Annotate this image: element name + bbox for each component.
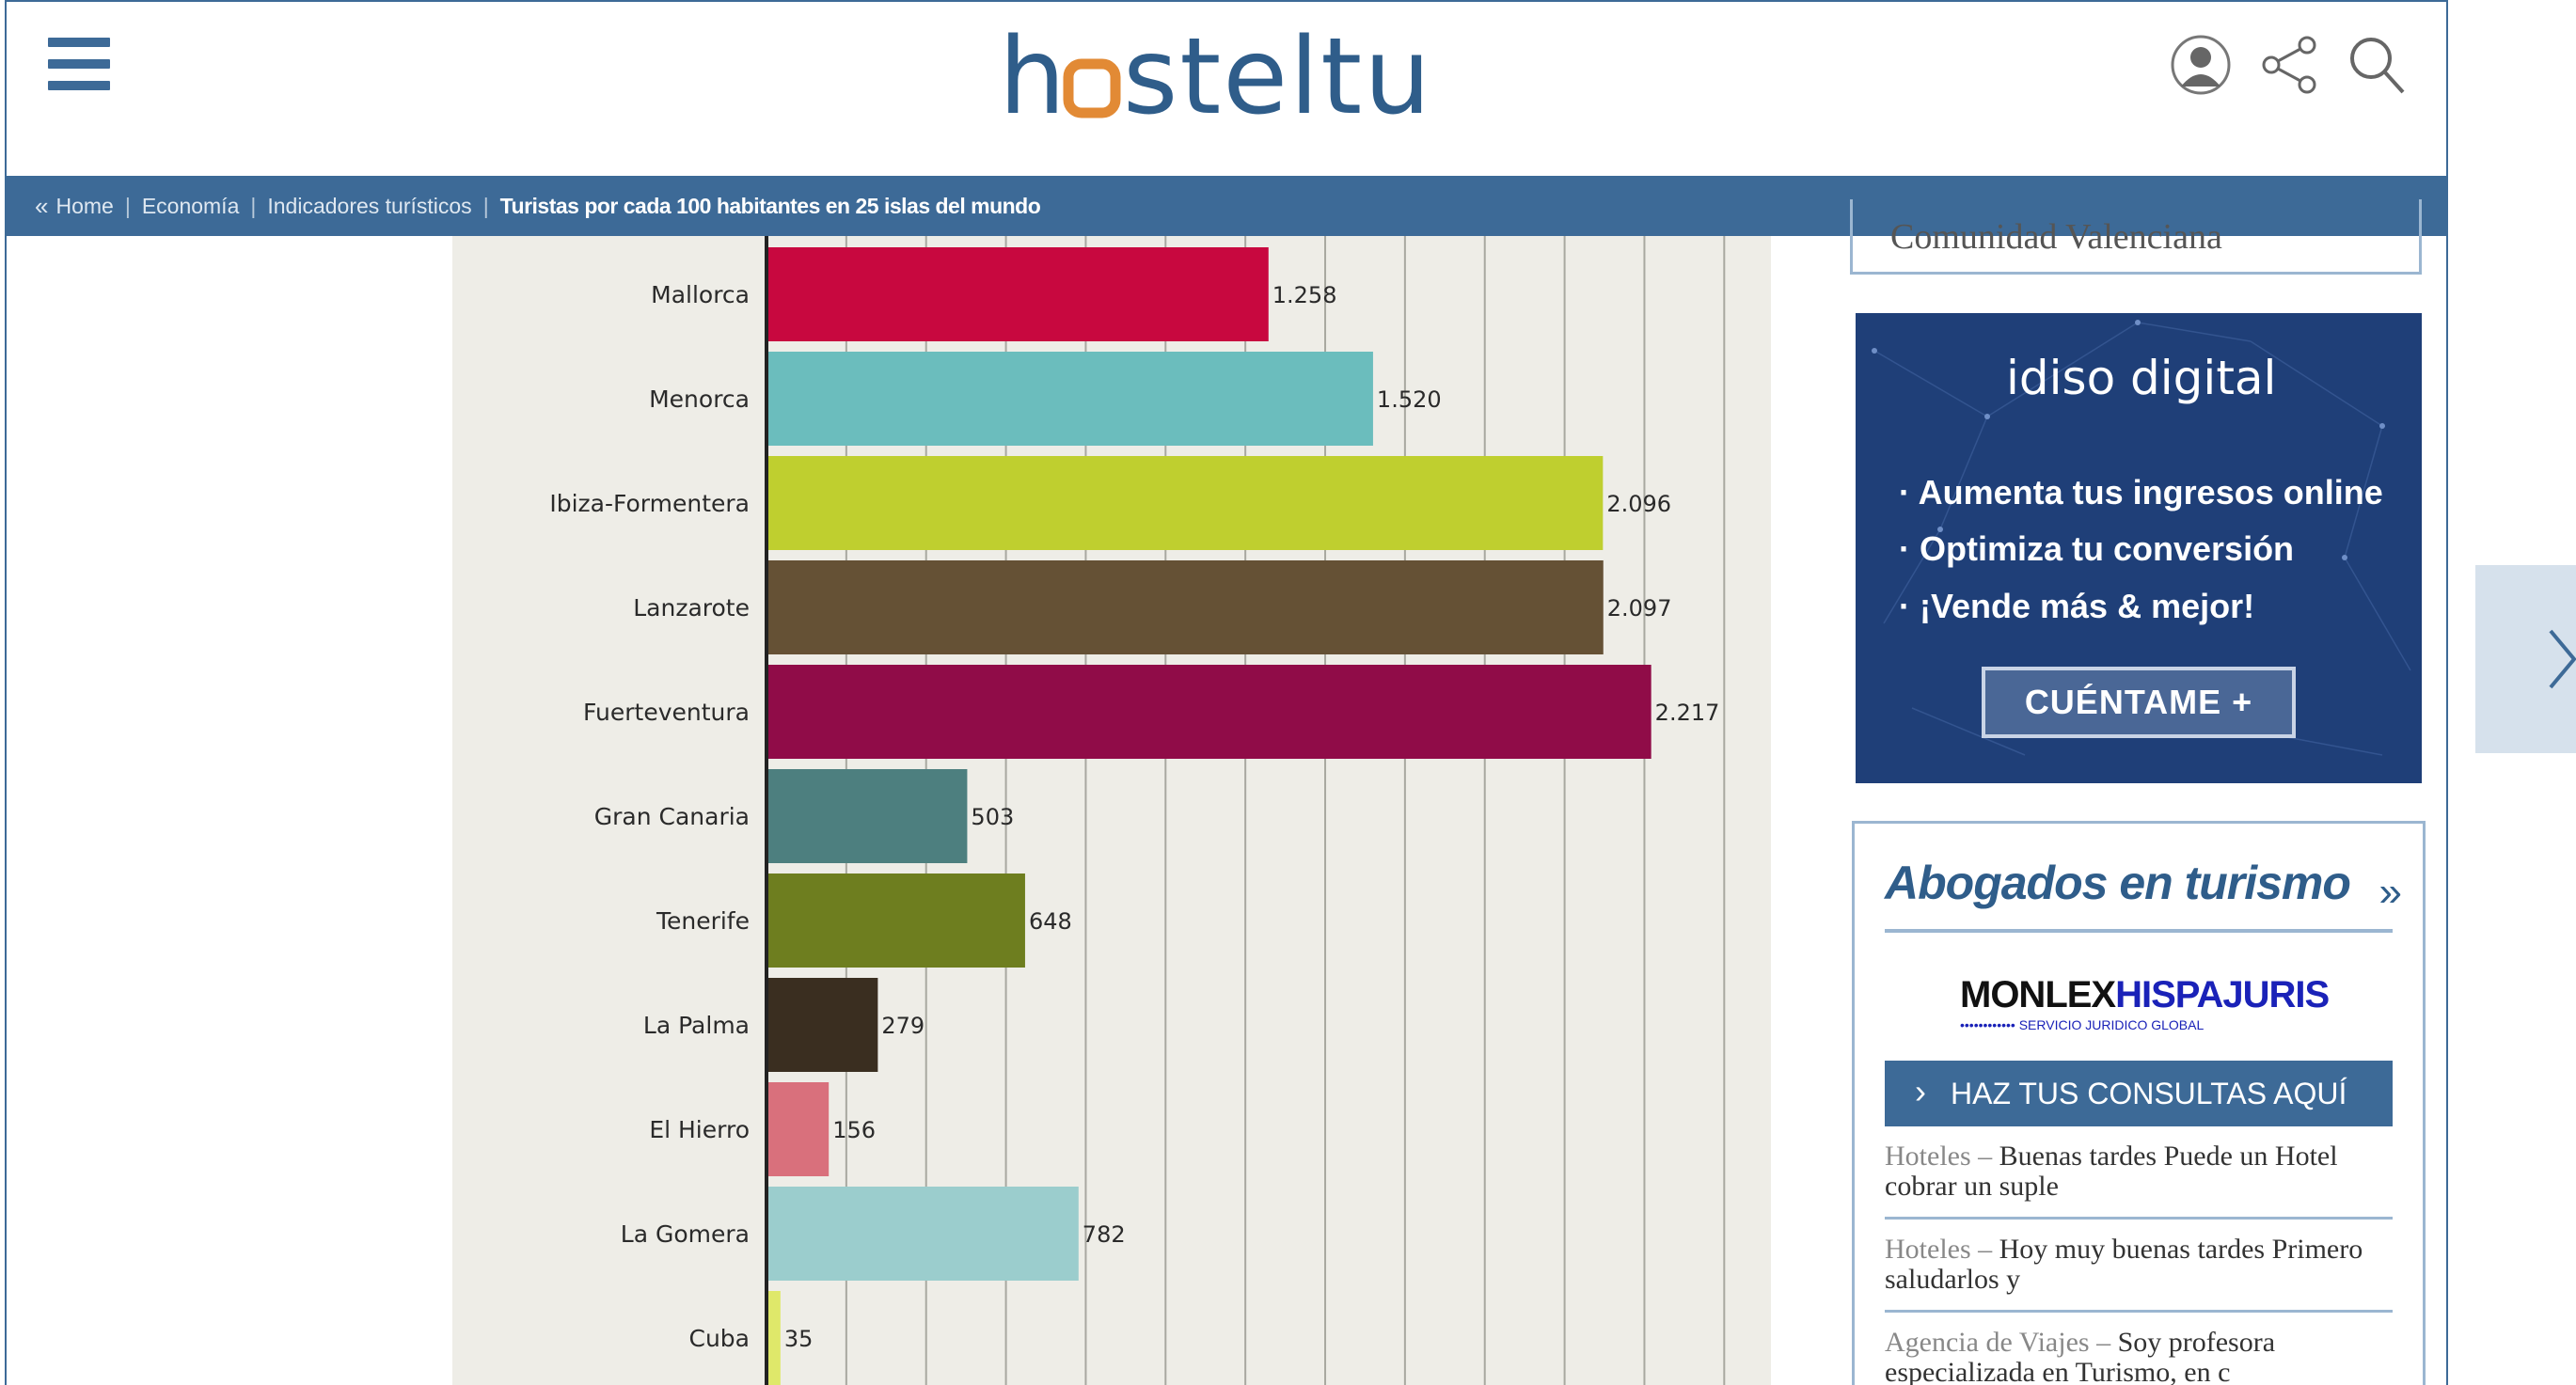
divider (1885, 1217, 2393, 1220)
menu-icon[interactable] (48, 38, 110, 90)
breadcrumb-home[interactable]: Home (55, 193, 114, 218)
question-text: Buenas tardes Puede un Hotel cobrar un s… (1885, 1141, 2338, 1202)
ad-line: · Optimiza tu conversión (1899, 529, 2295, 568)
ad-brand: idiso digital (2006, 351, 2277, 405)
category-label: Cuba (689, 1325, 751, 1352)
breadcrumb-separator: | (482, 193, 489, 218)
value-label: 156 (832, 1117, 876, 1143)
bar (766, 1082, 830, 1176)
page-frame: h steltur « Home | Economía | Indicadore… (5, 0, 2448, 1385)
region-box[interactable]: Comunidad Valenciana (1850, 199, 2422, 275)
question-item[interactable]: Hoteles – Buenas tardes Puede un Hotel c… (1885, 1141, 2338, 1202)
value-label: 1.520 (1377, 386, 1442, 413)
question-text: Soy profesora especializada en Turismo, … (1885, 1327, 2276, 1385)
next-slide-button[interactable] (2475, 565, 2576, 753)
value-label: 782 (1083, 1221, 1126, 1248)
category-label: Fuerteventura (583, 699, 750, 726)
abogados-widget: Abogados en turismo » MONLEXHISPAJURIS •… (1852, 821, 2426, 1385)
question-text: Hoy muy buenas tardes Primero saludarlos… (1885, 1234, 2363, 1295)
value-label: 279 (881, 1013, 925, 1039)
bar (766, 873, 1025, 968)
chevron-right-icon (2549, 629, 2576, 689)
breadcrumb-separator: | (124, 193, 131, 218)
category-label: Lanzarote (633, 594, 750, 622)
value-label: 2.217 (1655, 700, 1720, 726)
value-label: 503 (971, 804, 1014, 830)
chevron-right-icon: › (1915, 1072, 1926, 1110)
question-item[interactable]: Hoteles – Hoy muy buenas tardes Primero … (1885, 1234, 2363, 1295)
breadcrumb: « Home | Economía | Indicadores turístic… (7, 176, 2446, 236)
double-chevron-right-icon[interactable]: » (2378, 869, 2402, 915)
category-label: Tenerife (656, 907, 750, 935)
divider (1885, 1310, 2393, 1313)
breadcrumb-indicadores[interactable]: Indicadores turísticos (267, 193, 472, 218)
monlex-logo[interactable]: MONLEXHISPAJURIS •••••••••••• SERVICIO J… (1960, 974, 2330, 1032)
bar (766, 769, 968, 863)
category-label: Ibiza-Formentera (549, 490, 750, 517)
category-label: Menorca (649, 386, 750, 413)
question-category: Hoteles (1885, 1234, 1971, 1265)
category-label: El Hierro (649, 1116, 750, 1143)
category-label: La Palma (643, 1012, 750, 1039)
category-label: La Gomera (621, 1220, 750, 1248)
value-label: 35 (784, 1326, 814, 1352)
region-box-label: Comunidad Valenciana (1890, 217, 2222, 257)
consult-button-label: HAZ TUS CONSULTAS AQUÍ (1951, 1076, 2347, 1110)
idiso-ad[interactable]: idiso digital · Aumenta tus ingresos onl… (1856, 313, 2422, 783)
double-chevron-left-icon: « (35, 191, 49, 220)
breadcrumb-economia[interactable]: Economía (141, 193, 240, 218)
bar (766, 560, 1604, 654)
bar (766, 352, 1373, 446)
abogados-title[interactable]: Abogados en turismo (1885, 857, 2351, 909)
ad-cta-button[interactable]: CUÉNTAME + (1982, 667, 2296, 738)
svg-text:h: h (999, 16, 1067, 128)
value-label: 1.258 (1272, 282, 1337, 308)
bar (766, 247, 1269, 341)
question-item[interactable]: Agencia de Viajes – Soy profesora especi… (1885, 1328, 2393, 1385)
category-label: Mallorca (651, 281, 750, 308)
svg-text:steltur: steltur (1123, 16, 1431, 128)
value-label: 2.096 (1606, 491, 1671, 517)
breadcrumb-separator: | (250, 193, 257, 218)
bar-chart: Mallorca 1.258 Menorca 1.520 Ibiza-Formenter… (452, 236, 1771, 1385)
bar (766, 1291, 781, 1385)
consult-button[interactable]: › HAZ TUS CONSULTAS AQUÍ (1885, 1061, 2393, 1126)
chart-svg: Mallorca 1.258 Menorca 1.520 Ibiza-Formenter… (549, 236, 1726, 1385)
hosteltur-logo: h steltur (999, 16, 1431, 128)
user-icon[interactable] (2170, 34, 2232, 96)
site-logo[interactable]: h steltur (999, 15, 1431, 128)
monlex-brand-a: MONLEX (1960, 974, 2116, 1015)
question-category: Agencia de Viajes (1885, 1327, 2090, 1358)
monlex-brand-b: HISPAJURIS (2115, 974, 2330, 1015)
share-icon[interactable] (2258, 34, 2320, 96)
value-label: 648 (1029, 908, 1072, 935)
ad-line: · ¡Vende más & mejor! (1899, 587, 2255, 625)
search-icon[interactable] (2347, 34, 2409, 96)
bar (766, 456, 1604, 550)
value-label: 2.097 (1607, 595, 1672, 622)
divider (1885, 929, 2393, 933)
bar (766, 665, 1651, 759)
bar (766, 1187, 1079, 1281)
monlex-subtitle: •••••••••••• SERVICIO JURIDICO GLOBAL (1960, 1017, 2205, 1032)
category-label: Gran Canaria (594, 803, 750, 830)
ad-line: · Aumenta tus ingresos online (1899, 473, 2383, 512)
breadcrumb-current: Turistas por cada 100 habitantes en 25 i… (499, 193, 1041, 218)
bar (766, 978, 878, 1072)
header-icons (2170, 34, 2409, 96)
question-category: Hoteles (1885, 1141, 1971, 1172)
